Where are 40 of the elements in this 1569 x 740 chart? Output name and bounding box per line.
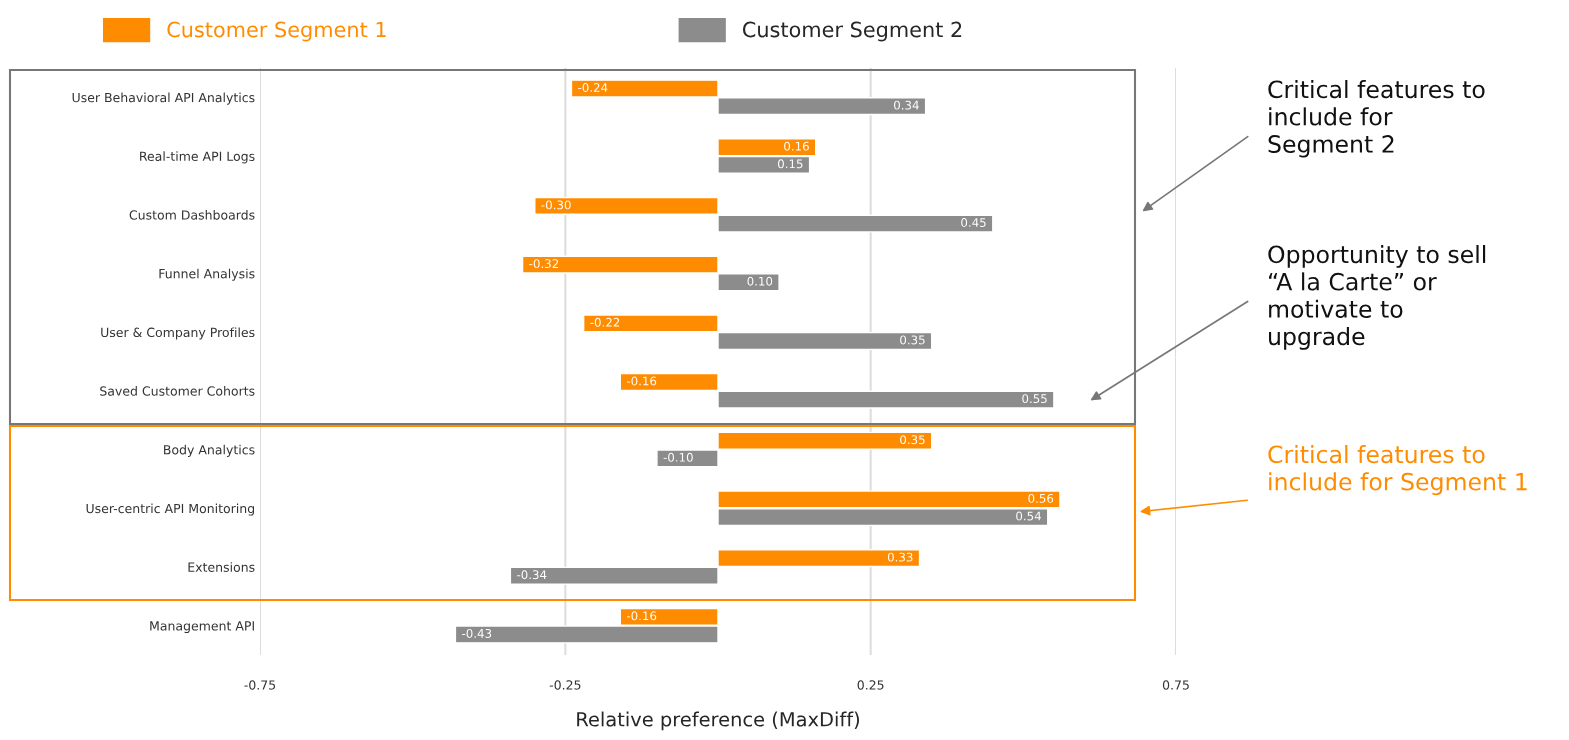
- data-label: -0.10: [663, 452, 693, 462]
- x-tick-label: 0.75: [1162, 680, 1189, 690]
- legend-label: Customer Segment 1: [167, 21, 386, 42]
- x-tick-label: -0.25: [549, 680, 581, 690]
- data-label: 0.16: [784, 141, 809, 151]
- data-label: -0.16: [626, 376, 657, 386]
- data-label: -0.16: [626, 611, 657, 621]
- data-label: -0.34: [517, 570, 547, 580]
- data-label: 0.15: [777, 159, 803, 169]
- data-label: 0.45: [961, 218, 986, 227]
- text: Opportunity to sell “A la Carte” or motivate to upgrade: [1268, 245, 1486, 350]
- data-label: 0.54: [1016, 511, 1041, 521]
- y-tick-label: Management API: [150, 621, 254, 633]
- y-tick-label: User & Company Profiles: [101, 327, 255, 340]
- data-label: 0.56: [1028, 493, 1054, 503]
- text: Critical features to include for Segment 1: [1268, 445, 1527, 496]
- y-tick-label: User Behavioral API Analytics: [72, 92, 255, 105]
- data-label: 0.35: [900, 435, 925, 445]
- data-label: -0.43: [462, 628, 492, 638]
- data-label: 0.34: [894, 100, 919, 110]
- data-label: -0.32: [529, 259, 559, 269]
- legend-label: Customer Segment 2: [742, 21, 962, 42]
- x-axis-title: Relative preference (MaxDiff): [577, 711, 860, 731]
- data-label: -0.30: [541, 200, 571, 210]
- y-tick-label: User-centric API Monitoring: [86, 503, 255, 516]
- text: Critical features to include for Segment 2: [1268, 80, 1485, 158]
- y-tick-label: Saved Customer Cohorts: [100, 386, 255, 396]
- y-tick-label: Real-time API Logs: [140, 151, 255, 164]
- x-tick-label: -0.75: [244, 680, 276, 690]
- data-label: -0.22: [590, 317, 620, 327]
- data-label: -0.24: [578, 83, 608, 92]
- data-label: 0.33: [887, 552, 913, 562]
- x-tick-label: 0.25: [857, 680, 884, 690]
- data-label: 0.10: [747, 276, 773, 286]
- y-tick-label: Custom Dashboards: [129, 210, 255, 220]
- y-tick-label: Funnel Analysis: [159, 268, 255, 281]
- data-label: 0.55: [1022, 394, 1047, 404]
- y-tick-label: Body Analytics: [164, 444, 255, 457]
- y-tick-label: Extensions: [188, 562, 255, 572]
- data-label: 0.35: [900, 335, 925, 345]
